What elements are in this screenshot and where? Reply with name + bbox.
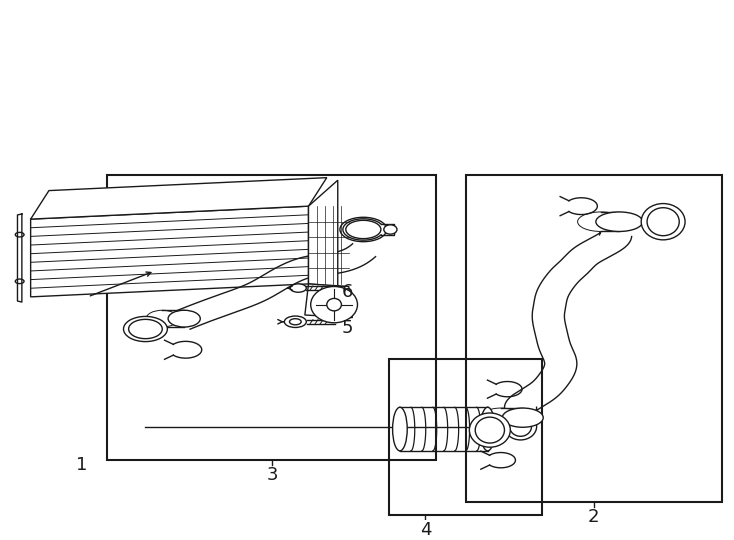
Polygon shape bbox=[31, 178, 327, 219]
Text: 3: 3 bbox=[266, 467, 277, 484]
Ellipse shape bbox=[393, 407, 407, 451]
Text: 2: 2 bbox=[588, 508, 600, 526]
Text: 6: 6 bbox=[341, 282, 353, 301]
Ellipse shape bbox=[123, 316, 167, 342]
Ellipse shape bbox=[469, 413, 510, 447]
Text: 5: 5 bbox=[341, 319, 353, 337]
Circle shape bbox=[384, 225, 397, 234]
Ellipse shape bbox=[578, 212, 625, 232]
Ellipse shape bbox=[284, 316, 306, 327]
Text: 1: 1 bbox=[76, 456, 87, 474]
Bar bbox=[465, 175, 722, 502]
Ellipse shape bbox=[327, 299, 341, 311]
Polygon shape bbox=[305, 284, 352, 318]
Bar bbox=[107, 175, 437, 460]
Bar bbox=[389, 359, 542, 515]
Ellipse shape bbox=[310, 287, 357, 323]
Ellipse shape bbox=[504, 413, 537, 440]
Ellipse shape bbox=[480, 407, 495, 451]
Ellipse shape bbox=[340, 217, 387, 242]
Ellipse shape bbox=[168, 310, 200, 327]
Ellipse shape bbox=[290, 284, 306, 292]
Text: 4: 4 bbox=[420, 521, 432, 539]
Ellipse shape bbox=[480, 408, 521, 427]
Ellipse shape bbox=[642, 204, 685, 240]
Polygon shape bbox=[31, 206, 308, 297]
Ellipse shape bbox=[502, 408, 543, 427]
Polygon shape bbox=[308, 180, 338, 287]
Ellipse shape bbox=[146, 310, 178, 327]
Ellipse shape bbox=[596, 212, 643, 232]
